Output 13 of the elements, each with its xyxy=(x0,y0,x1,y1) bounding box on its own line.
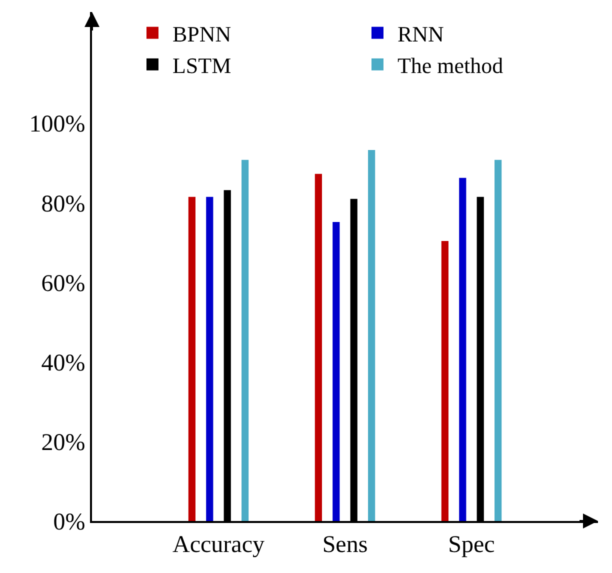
y-tick-label: 40% xyxy=(41,350,86,376)
legend-label: BPNN xyxy=(172,21,232,46)
legend-label: LSTM xyxy=(172,52,232,78)
legend-label: The method xyxy=(397,52,504,78)
x-tick-label: Sens xyxy=(322,532,368,558)
y-tick-label: 100% xyxy=(29,112,86,138)
y-tick-label: 0% xyxy=(53,509,86,536)
legend-label: RNN xyxy=(397,21,444,46)
x-tick-label: Spec xyxy=(448,532,495,558)
x-tick-label: Accuracy xyxy=(172,532,264,558)
y-tick-label: 20% xyxy=(41,430,86,456)
y-tick-label: 80% xyxy=(41,191,86,218)
y-tick-label: 60% xyxy=(41,270,86,297)
